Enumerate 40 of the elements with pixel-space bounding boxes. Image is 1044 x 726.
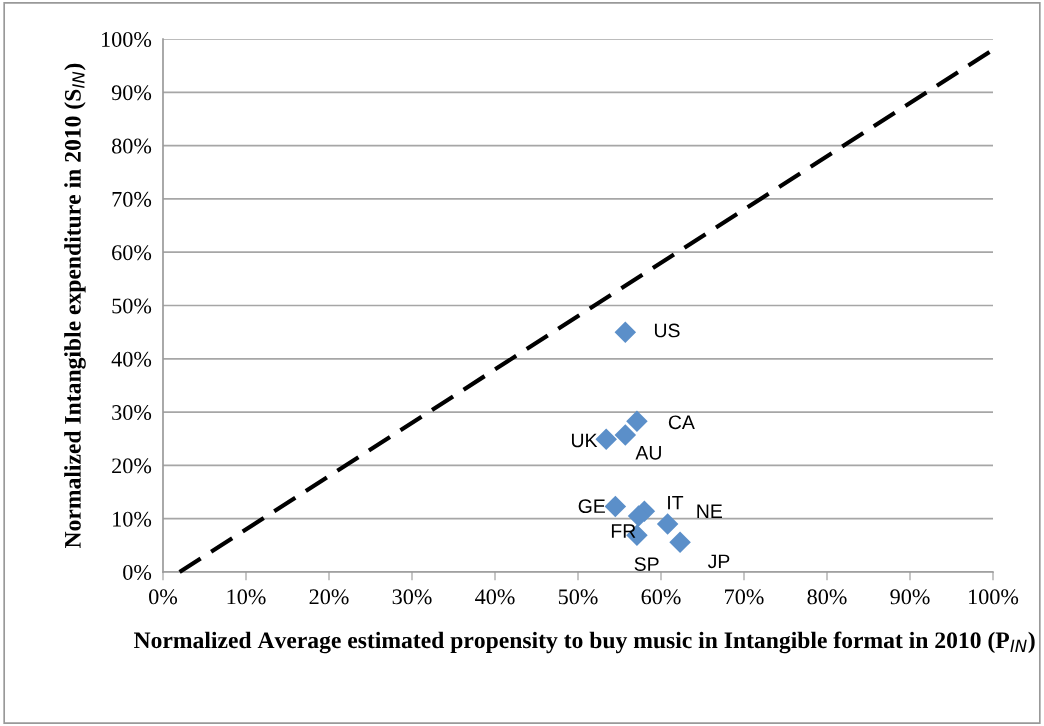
x-tick-label: 10% [227,589,266,605]
y-tick-label: 50% [112,298,152,314]
x-tick-label: 90% [890,589,930,605]
y-tick-label: 0% [123,564,152,580]
x-tick-label: 50% [558,589,598,605]
point [669,531,691,553]
x-tick-label: 20% [309,589,349,605]
data-label: JP [707,554,730,569]
x-tick-label: 0% [149,589,178,605]
point [604,495,627,518]
y-tick-label: 20% [112,458,152,474]
data-label: US [654,323,680,338]
data-label: CA [668,415,695,430]
y-tick-label: 70% [112,191,152,207]
data-label: GE [578,499,605,514]
x-axis-title: Normalized Average estimated propensity to buy music in Intangible format in 2010 (P$_{IN}$) [134,631,1035,654]
x-tick-label: 30% [392,589,432,605]
data-label: UK [571,433,598,448]
y-tick-label: 60% [112,245,152,261]
point [656,513,679,535]
point [626,410,648,432]
x-tick-label: 70% [725,589,764,605]
y-tick-label: 10% [113,511,152,527]
data-label: AU [635,446,661,460]
point [614,424,637,446]
data-label: SP [634,557,659,571]
y-tick-label: 80% [112,138,152,154]
x-tick-label: 60% [641,589,681,605]
x-tick-label: 40% [475,589,515,605]
y-axis-title: Normalized Intangible expenditure in 2010 (S$_{IN}$) [64,63,86,549]
data-label: IT [668,495,684,510]
x-tick-label: 80% [807,589,847,605]
data-label: NE [697,504,722,518]
y-tick-label: 30% [112,405,152,421]
y-tick-label: 90% [111,85,152,101]
y-tick-label: 100% [102,31,152,47]
point [595,428,617,451]
point [614,321,637,343]
y-tick-label: 40% [111,351,152,367]
x-tick-label: 100% [969,589,1019,605]
